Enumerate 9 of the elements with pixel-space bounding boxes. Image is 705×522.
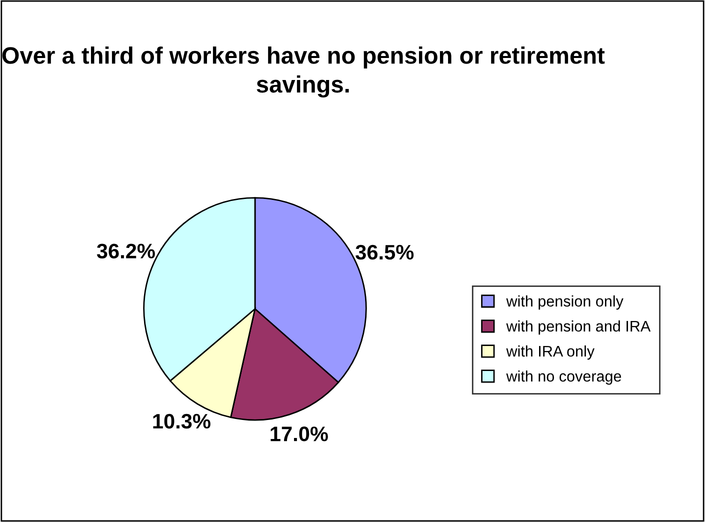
data-label: 10.3%	[153, 414, 210, 429]
legend-label: with no coverage	[506, 370, 622, 385]
legend-label: with IRA only	[506, 345, 595, 360]
legend-label: with pension and IRA	[506, 320, 651, 335]
data-label: 36.5%	[356, 244, 414, 260]
data-label: 36.2%	[96, 244, 155, 258]
chart-title: Over a third of workers have no pension or retirement savings.	[2, 46, 605, 98]
data-label: 17.0%	[270, 426, 328, 442]
legend-label: with pension only	[506, 295, 624, 310]
